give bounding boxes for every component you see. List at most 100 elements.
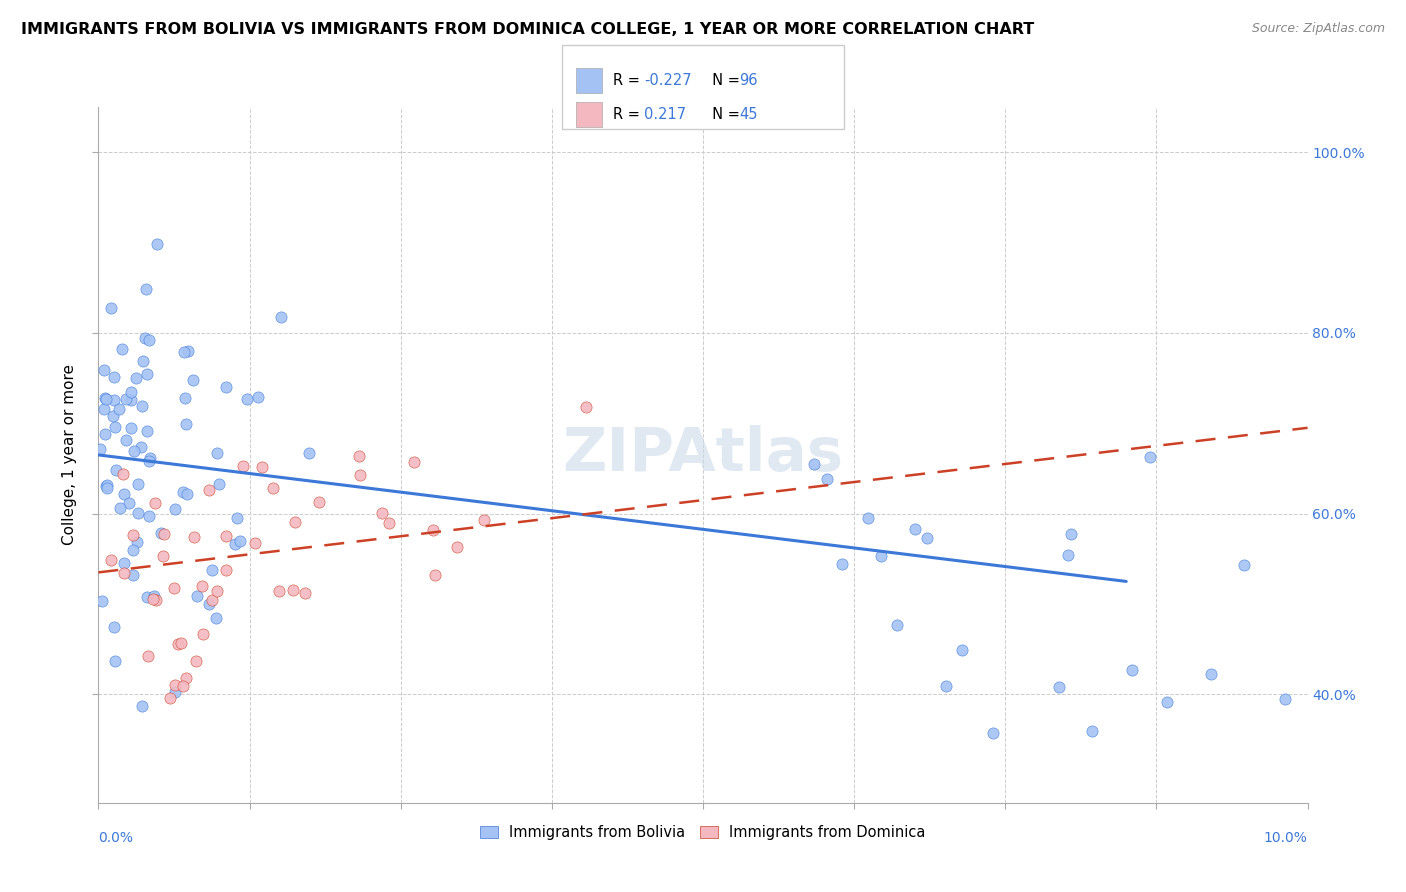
Point xyxy=(181,373,204,387)
Point xyxy=(118,496,141,510)
Point xyxy=(917,531,939,545)
Point xyxy=(856,511,879,525)
Point xyxy=(165,678,187,692)
Point xyxy=(96,481,118,495)
Point xyxy=(270,310,292,324)
Point xyxy=(169,635,191,649)
Point xyxy=(201,592,224,607)
Point xyxy=(474,513,496,527)
Text: Source: ZipAtlas.com: Source: ZipAtlas.com xyxy=(1251,22,1385,36)
Point xyxy=(298,446,321,460)
Point xyxy=(174,671,197,685)
Point xyxy=(208,476,231,491)
Point xyxy=(198,597,221,611)
Point xyxy=(243,535,266,549)
Point xyxy=(347,450,370,464)
Point xyxy=(103,370,125,384)
Text: 45: 45 xyxy=(740,106,758,121)
Point xyxy=(262,481,284,495)
Point xyxy=(177,344,200,359)
Point xyxy=(1057,549,1080,563)
Point xyxy=(114,392,136,407)
Point xyxy=(294,585,316,599)
Point xyxy=(132,353,155,368)
Point xyxy=(174,391,197,405)
Point xyxy=(112,556,135,570)
Point xyxy=(127,506,149,520)
Point xyxy=(183,530,205,544)
Point xyxy=(153,526,176,541)
Text: N =: N = xyxy=(703,106,745,121)
Point xyxy=(131,699,153,714)
Point xyxy=(1274,691,1296,706)
Point xyxy=(172,485,194,500)
Point xyxy=(173,345,195,359)
Point xyxy=(115,434,138,448)
Point xyxy=(1121,663,1143,677)
Point xyxy=(165,685,187,699)
Point xyxy=(197,483,219,498)
Point xyxy=(1156,695,1178,709)
Y-axis label: College, 1 year or more: College, 1 year or more xyxy=(62,365,77,545)
Point xyxy=(869,549,891,563)
Point xyxy=(136,424,159,438)
Point xyxy=(125,371,148,385)
Point xyxy=(129,440,152,454)
Point xyxy=(93,363,115,377)
Text: 10.0%: 10.0% xyxy=(1264,830,1308,845)
Point xyxy=(103,393,125,408)
Point xyxy=(404,455,426,469)
Point xyxy=(141,591,163,606)
Point xyxy=(191,580,214,594)
Point xyxy=(215,380,238,394)
Point xyxy=(104,654,127,668)
Point xyxy=(105,463,128,477)
Point xyxy=(176,487,198,501)
Point xyxy=(120,421,142,435)
Point xyxy=(215,529,238,543)
Legend: Immigrants from Bolivia, Immigrants from Dominica: Immigrants from Bolivia, Immigrants from… xyxy=(472,818,934,847)
Point xyxy=(136,648,159,663)
Point xyxy=(983,725,1005,739)
Point xyxy=(1199,666,1222,681)
Point xyxy=(229,533,252,548)
Text: ZIPAtlas: ZIPAtlas xyxy=(562,425,844,484)
Point xyxy=(138,508,160,523)
Point xyxy=(205,611,228,625)
Point xyxy=(159,691,181,706)
Point xyxy=(135,590,157,604)
Point xyxy=(232,459,254,474)
Text: N =: N = xyxy=(703,72,745,87)
Point xyxy=(121,528,143,542)
Point xyxy=(191,627,214,641)
Point xyxy=(150,525,173,540)
Point xyxy=(110,342,132,356)
Point xyxy=(226,511,249,525)
Point xyxy=(112,566,135,580)
Point xyxy=(138,333,160,347)
Point xyxy=(575,401,598,415)
Point xyxy=(207,446,229,460)
Point xyxy=(425,568,447,582)
Point xyxy=(308,494,330,508)
Point xyxy=(1059,527,1081,541)
Point xyxy=(145,237,167,252)
Point xyxy=(163,502,186,516)
Point xyxy=(950,643,973,657)
Point xyxy=(831,557,853,571)
Point xyxy=(94,392,117,406)
Text: -0.227: -0.227 xyxy=(644,72,692,87)
Point xyxy=(131,399,153,413)
Point xyxy=(138,454,160,468)
Point xyxy=(371,507,394,521)
Point xyxy=(100,301,122,316)
Point xyxy=(103,409,125,423)
Point xyxy=(1139,450,1161,464)
Point xyxy=(112,487,135,501)
Text: 0.0%: 0.0% xyxy=(98,830,134,845)
Point xyxy=(166,638,188,652)
Point xyxy=(89,442,111,456)
Point xyxy=(250,459,273,474)
Point xyxy=(207,584,229,599)
Point xyxy=(281,582,304,597)
